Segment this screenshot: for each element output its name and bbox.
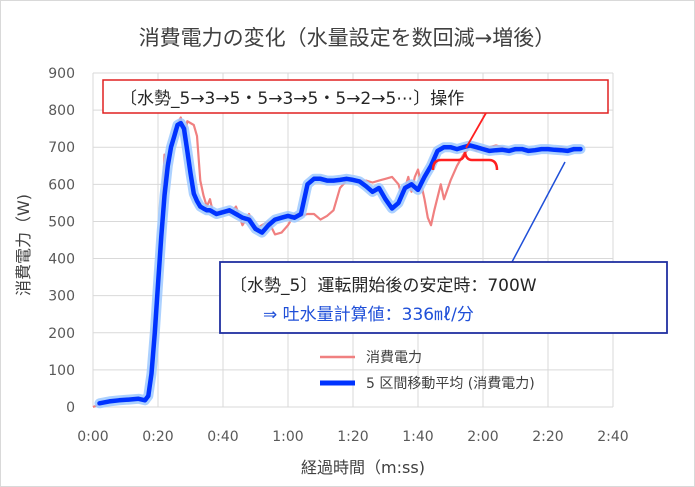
brace-pointer-line xyxy=(465,112,487,149)
y-tick-label: 0 xyxy=(66,400,75,416)
x-axis-title: 経過時間（m:ss) xyxy=(301,458,425,477)
x-tick-label: 2:40 xyxy=(597,429,628,445)
y-tick-label: 800 xyxy=(48,103,75,119)
y-tick-label: 900 xyxy=(48,66,75,82)
y-tick-label: 200 xyxy=(48,326,75,342)
y-axis-title: 消費電力（W) xyxy=(14,194,33,296)
annotation-top-text: 〔水勢_5→3→5・5→3→5・5→2→5⋯〕操作 xyxy=(120,89,464,109)
x-tick-label: 2:20 xyxy=(532,429,563,445)
x-tick-label: 2:00 xyxy=(467,429,498,445)
y-tick-label: 300 xyxy=(48,289,75,305)
brace-marker xyxy=(431,151,499,171)
x-tick-label: 1:40 xyxy=(402,429,433,445)
y-tick-label: 700 xyxy=(48,140,75,156)
x-tick-label: 1:00 xyxy=(272,429,303,445)
y-tick-label: 100 xyxy=(48,363,75,379)
legend-label-power: 消費電力 xyxy=(366,350,422,366)
y-tick-label: 400 xyxy=(48,252,75,268)
series-layer xyxy=(92,116,586,409)
annotation-box-main xyxy=(219,261,668,334)
y-tick-label: 600 xyxy=(48,177,75,193)
annotation-main-line2: ⇒ 吐水量計算値：336㎖/分 xyxy=(263,305,474,325)
x-tick-label: 0:20 xyxy=(142,429,173,445)
series-line-moving-average xyxy=(97,120,583,406)
annotation-box-top xyxy=(102,79,609,114)
main-pointer-line xyxy=(511,161,566,263)
x-tick-label: 0:00 xyxy=(77,429,108,445)
y-axis-ticks: 0 100 200 300 400 500 600 700 800 900 xyxy=(48,66,75,416)
legend-label-moving-average: 5 区間移動平均 (消費電力) xyxy=(366,376,535,392)
annotation-main-line1: 〔水勢_5〕運転開始後の安定時：700W xyxy=(230,276,537,296)
x-tick-label: 0:40 xyxy=(207,429,238,445)
y-tick-label: 500 xyxy=(48,214,75,230)
x-tick-label: 1:20 xyxy=(337,429,368,445)
x-axis-ticks: 0:00 0:20 0:40 1:00 1:20 1:40 2:00 2:20 2:40 xyxy=(77,429,628,445)
chart-title: 消費電力の変化（水量設定を数回減→増後） xyxy=(139,26,556,50)
